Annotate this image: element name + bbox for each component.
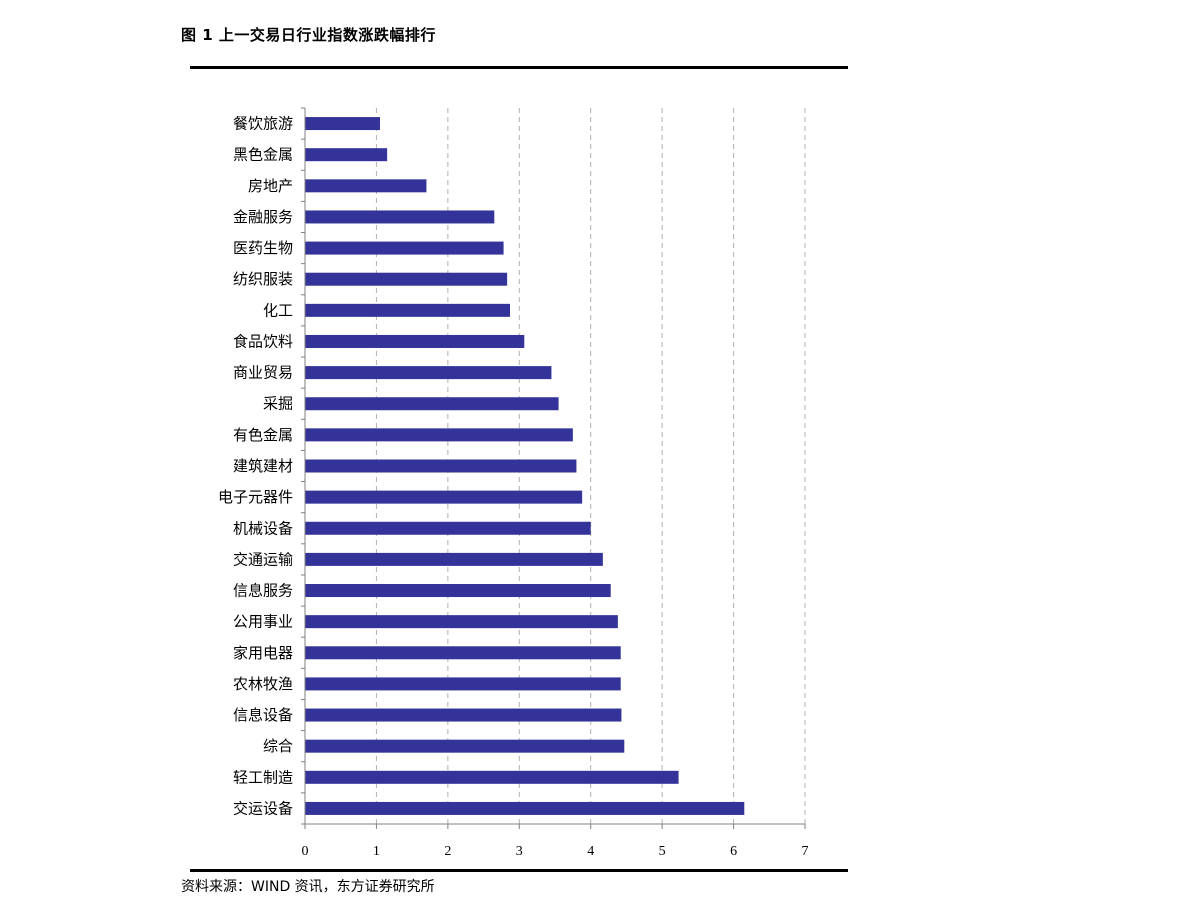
category-label: 交通运输 [233, 550, 293, 568]
category-label: 金融服务 [233, 208, 293, 226]
source-note: 资料来源：WIND 资讯，东方证券研究所 [181, 879, 435, 895]
bar [305, 490, 583, 504]
category-label: 化工 [263, 301, 293, 319]
bar [305, 615, 618, 629]
category-label: 综合 [263, 737, 293, 755]
category-label: 商业贸易 [233, 364, 293, 382]
bar [305, 210, 495, 224]
bottom-rule [190, 869, 848, 872]
top-rule [190, 66, 848, 69]
category-label: 有色金属 [233, 426, 293, 444]
bar [305, 739, 625, 753]
category-label: 交运设备 [233, 799, 293, 817]
category-label: 轻工制造 [233, 768, 293, 786]
x-tick-label: 5 [659, 844, 666, 859]
bar [305, 179, 427, 193]
figure-title: 图 1 上一交易日行业指数涨跌幅排行 [181, 26, 436, 44]
bar [305, 148, 388, 162]
category-label: 信息设备 [233, 706, 293, 724]
bar [305, 272, 508, 286]
x-tick-label: 1 [373, 844, 380, 859]
category-label: 采掘 [263, 395, 293, 413]
bar [305, 366, 552, 380]
category-label: 食品饮料 [233, 332, 293, 350]
x-tick-label: 6 [730, 844, 737, 859]
x-tick-label: 4 [587, 844, 594, 859]
bar [305, 521, 591, 535]
category-label: 农林牧渔 [233, 675, 293, 693]
bar [305, 770, 679, 784]
category-label: 纺织服装 [233, 270, 293, 288]
bar [305, 397, 559, 411]
bar [305, 241, 504, 255]
bar [305, 552, 603, 566]
bar [305, 117, 380, 131]
category-label: 黑色金属 [233, 146, 293, 164]
bar [305, 428, 573, 442]
x-tick-label: 3 [516, 844, 523, 859]
bar [305, 801, 745, 815]
bar [305, 303, 510, 317]
bar [305, 459, 577, 473]
category-label: 信息服务 [233, 582, 293, 600]
bar [305, 677, 621, 691]
category-label: 医药生物 [233, 239, 293, 257]
category-label: 机械设备 [233, 519, 293, 537]
bar [305, 708, 622, 722]
category-label: 餐饮旅游 [233, 115, 293, 133]
category-label: 建筑建材 [233, 457, 293, 475]
category-label: 电子元器件 [218, 488, 293, 506]
category-label: 公用事业 [233, 613, 293, 631]
x-tick-label: 2 [444, 844, 451, 859]
category-label: 家用电器 [233, 644, 293, 662]
x-tick-label: 7 [802, 844, 809, 859]
bar [305, 646, 621, 660]
bar [305, 334, 525, 348]
x-tick-label: 0 [302, 844, 309, 859]
bar [305, 584, 611, 598]
category-label: 房地产 [248, 177, 293, 195]
